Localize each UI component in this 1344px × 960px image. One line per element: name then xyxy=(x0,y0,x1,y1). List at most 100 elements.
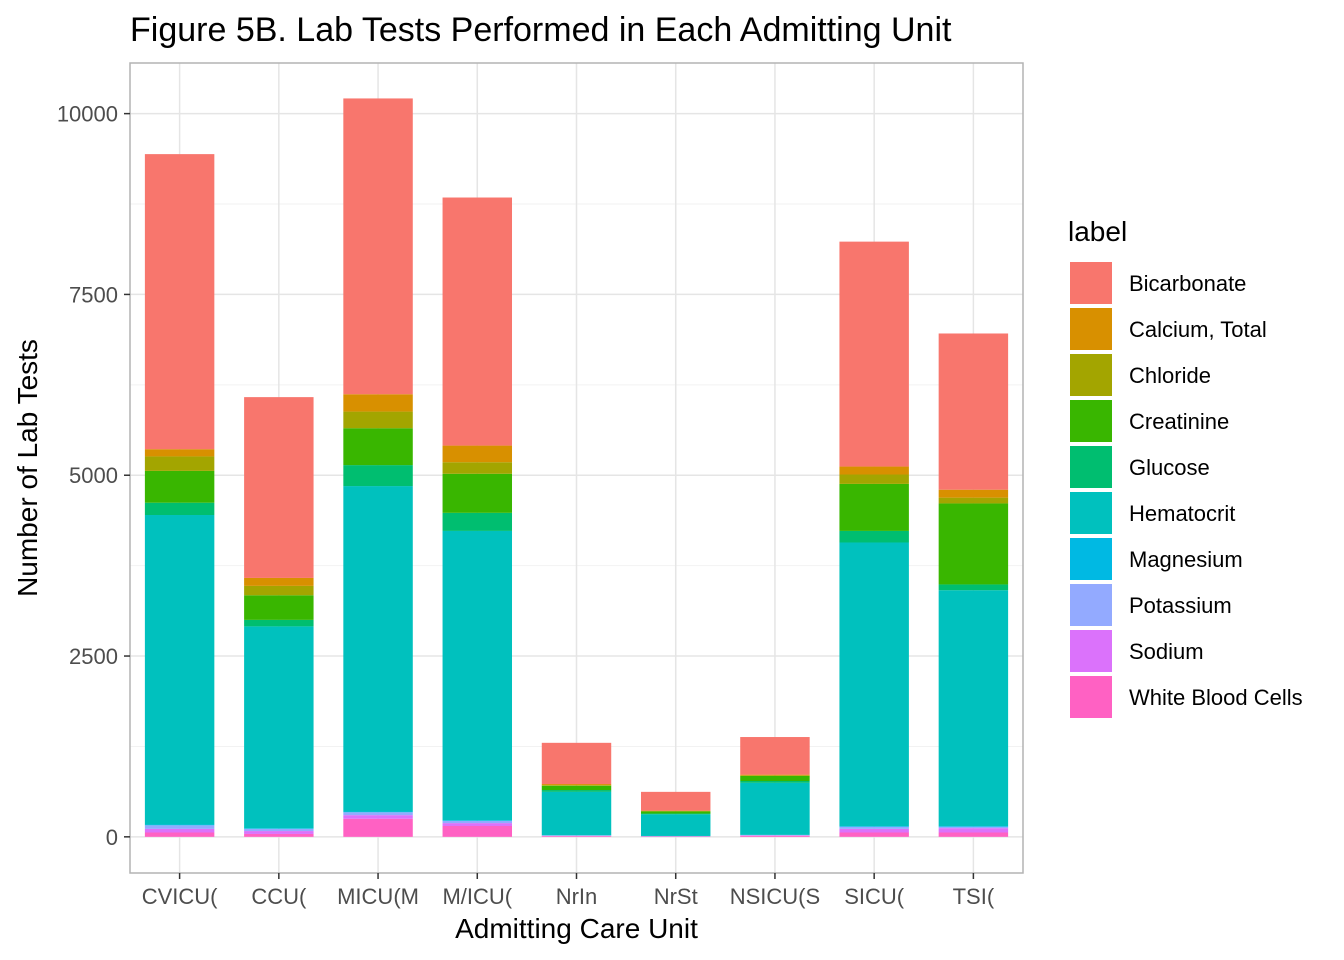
legend-label: Sodium xyxy=(1129,639,1204,664)
bar-segment-glucose xyxy=(343,465,413,487)
bar-segment-glucose xyxy=(442,512,513,531)
legend-label: Potassium xyxy=(1129,593,1232,618)
bar-segment-chloride xyxy=(442,462,513,474)
x-tick-label: NrIn xyxy=(556,884,598,909)
bar-segment-magnesium xyxy=(938,825,1009,827)
bar-segment-creatinine xyxy=(343,428,413,466)
legend-item-sodium: Sodium xyxy=(1070,630,1204,672)
bar-segment-calcium-total xyxy=(244,577,314,586)
bar-segment-hematocrit xyxy=(244,626,314,829)
bar-segment-potassium xyxy=(938,826,1009,829)
bar-stack-tsi xyxy=(938,333,1009,837)
x-axis-title: Admitting Care Unit xyxy=(455,913,698,944)
x-tick-label: SICU( xyxy=(844,884,905,909)
legend-label: Glucose xyxy=(1129,455,1210,480)
bar-segment-white-blood-cells xyxy=(839,832,909,837)
legend-item-chloride: Chloride xyxy=(1070,354,1211,396)
bar-segment-calcium-total xyxy=(442,445,513,463)
bar-segment-calcium-total xyxy=(144,449,215,457)
legend-key xyxy=(1070,584,1112,626)
bar-segment-bicarbonate xyxy=(839,241,909,467)
legend-title: label xyxy=(1068,216,1127,247)
bar-segment-white-blood-cells xyxy=(938,832,1009,837)
legend-item-hematocrit: Hematocrit xyxy=(1070,492,1235,534)
legend-key xyxy=(1070,538,1112,580)
bar-segment-bicarbonate xyxy=(244,397,314,578)
bar-segment-chloride xyxy=(541,785,612,786)
bar-segment-creatinine xyxy=(144,470,215,503)
x-tick-label: M/ICU( xyxy=(442,884,512,909)
bar-segment-sodium xyxy=(839,828,909,833)
bar-segment-potassium xyxy=(244,828,314,832)
legend-label: Bicarbonate xyxy=(1129,271,1246,296)
legend-key xyxy=(1070,308,1112,350)
bar-segment-white-blood-cells xyxy=(144,832,215,837)
bar-segment-magnesium xyxy=(144,824,215,826)
bar-segment-hematocrit xyxy=(839,542,909,826)
bar-segment-calcium-total xyxy=(541,784,612,786)
legend-label: Hematocrit xyxy=(1129,501,1235,526)
legend-key xyxy=(1070,492,1112,534)
bar-segment-magnesium xyxy=(343,811,413,813)
bar-segment-chloride xyxy=(740,775,810,776)
bar-segment-glucose xyxy=(244,619,314,627)
legend-label: White Blood Cells xyxy=(1129,685,1303,710)
legend-key xyxy=(1070,262,1112,304)
legend: label Bicarbonate Calcium, Total Chloride C… xyxy=(1068,216,1303,718)
legend-item-calcium-total: Calcium, Total xyxy=(1070,308,1267,350)
bar-segment-white-blood-cells xyxy=(541,836,612,837)
bar-stack-sicu xyxy=(839,241,909,837)
bar-segment-glucose xyxy=(640,813,711,815)
bar-segment-creatinine xyxy=(640,811,711,814)
bar-segment-magnesium xyxy=(839,825,909,827)
legend-key xyxy=(1070,676,1112,718)
bar-segment-hematocrit xyxy=(740,782,810,835)
bar-stack-nrst xyxy=(640,791,711,837)
bar-segment-glucose xyxy=(938,584,1009,591)
bar-segment-glucose xyxy=(541,790,612,792)
x-tick-label: CCU( xyxy=(251,884,307,909)
bar-segment-glucose xyxy=(144,502,215,516)
bar-segment-magnesium xyxy=(244,828,314,829)
bar-segment-sodium xyxy=(144,828,215,833)
bar-segment-chloride xyxy=(839,474,909,484)
bar-segment-hematocrit xyxy=(144,515,215,825)
bar-segment-creatinine xyxy=(244,595,314,620)
legend-key xyxy=(1070,446,1112,488)
bar-segment-magnesium xyxy=(442,820,513,821)
y-tick-label: 2500 xyxy=(69,644,118,669)
bar-segment-potassium xyxy=(144,825,215,829)
bar-segment-chloride xyxy=(938,497,1009,504)
bar-segment-chloride xyxy=(343,411,413,429)
x-tick-label: CVICU( xyxy=(142,884,218,909)
legend-item-bicarbonate: Bicarbonate xyxy=(1070,262,1246,304)
bar-segment-creatinine xyxy=(839,483,909,531)
bar-segment-creatinine xyxy=(541,785,612,791)
bar-stack-nsicu-s xyxy=(740,737,810,837)
bar-segment-potassium xyxy=(442,820,513,824)
bar-stack-ccu xyxy=(244,397,314,837)
bar-segment-chloride xyxy=(144,456,215,471)
bar-stack-m-icu xyxy=(442,197,513,837)
bar-segment-calcium-total xyxy=(343,394,413,412)
x-tick-label: MICU(M xyxy=(337,884,419,909)
legend-label: Magnesium xyxy=(1129,547,1243,572)
bar-segment-white-blood-cells xyxy=(740,835,810,837)
bars-layer xyxy=(144,98,1009,837)
y-tick-label: 0 xyxy=(106,825,118,850)
y-tick-label: 10000 xyxy=(57,102,118,127)
bar-segment-bicarbonate xyxy=(541,742,612,785)
legend-label: Chloride xyxy=(1129,363,1211,388)
bar-segment-calcium-total xyxy=(839,466,909,475)
chart-title: Figure 5B. Lab Tests Performed in Each A… xyxy=(130,11,952,49)
bar-segment-glucose xyxy=(740,781,810,783)
bar-segment-bicarbonate xyxy=(442,197,513,446)
bar-segment-hematocrit xyxy=(442,530,513,821)
legend-item-creatinine: Creatinine xyxy=(1070,400,1229,442)
legend-label: Calcium, Total xyxy=(1129,317,1267,342)
bar-segment-bicarbonate xyxy=(343,98,413,395)
bar-segment-potassium xyxy=(839,826,909,829)
legend-item-white-blood-cells: White Blood Cells xyxy=(1070,676,1303,718)
